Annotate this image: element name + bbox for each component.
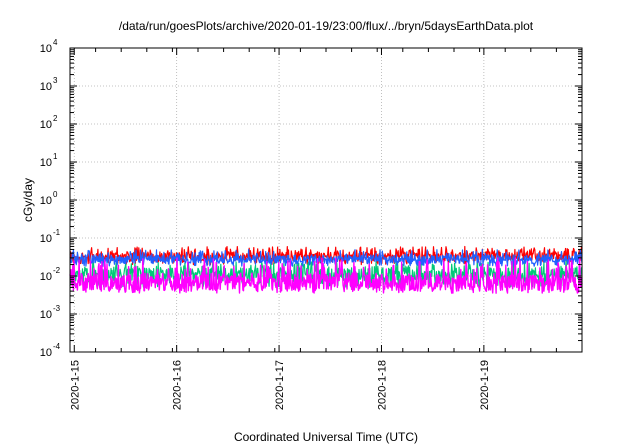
y-tick-label: 104 — [40, 38, 58, 55]
x-tick-label: 2020-1-18 — [376, 360, 388, 410]
y-tick-exponent: -4 — [53, 342, 61, 351]
x-tick-label: 2020-1-17 — [274, 360, 286, 410]
y-tick-exponent: -2 — [53, 266, 61, 275]
y-tick-exponent: -1 — [53, 228, 61, 237]
grid — [70, 48, 582, 352]
x-tick-labels: 2020-1-15 2020-1-16 2020-1-17 2020-1-18 2020… — [69, 360, 491, 410]
y-tick-exponent: 2 — [53, 114, 58, 123]
y-tick-label: 10-3 — [40, 304, 61, 321]
x-axis-label: Coordinated Universal Time (UTC) — [234, 430, 418, 444]
y-tick-base: 10 — [40, 157, 52, 169]
y-tick-base: 10 — [40, 81, 52, 93]
x-tick-label: 2020-1-16 — [172, 360, 184, 410]
y-tick-base: 10 — [40, 233, 52, 245]
y-tick-label: 103 — [40, 76, 58, 93]
tick-marks — [69, 47, 583, 353]
y-tick-label: 101 — [40, 152, 58, 169]
y-axis-label: cGy/day — [21, 178, 35, 222]
chart-title: /data/run/goesPlots/archive/2020-01-19/2… — [119, 19, 534, 33]
y-tick-base: 10 — [40, 309, 52, 321]
y-tick-exponent: -3 — [53, 304, 61, 313]
y-tick-exponent: 1 — [53, 152, 58, 161]
y-tick-label: 10-4 — [40, 342, 61, 359]
y-tick-exponent: 0 — [53, 190, 58, 199]
y-tick-base: 10 — [40, 271, 52, 283]
y-tick-label: 100 — [40, 190, 58, 207]
y-tick-base: 10 — [40, 43, 52, 55]
series-group — [69, 245, 583, 294]
y-tick-base: 10 — [40, 119, 52, 131]
y-tick-base: 10 — [40, 347, 52, 359]
y-tick-exponent: 3 — [53, 76, 58, 85]
y-tick-label: 102 — [40, 114, 58, 131]
y-tick-label: 10-2 — [40, 266, 61, 283]
y-tick-label: 10-1 — [40, 228, 61, 245]
y-tick-exponent: 4 — [53, 38, 58, 47]
y-tick-base: 10 — [40, 195, 52, 207]
x-tick-label: 2020-1-19 — [479, 360, 491, 410]
series-line-4 — [69, 257, 583, 294]
x-tick-label: 2020-1-15 — [69, 360, 81, 410]
series-line-3 — [69, 249, 583, 267]
